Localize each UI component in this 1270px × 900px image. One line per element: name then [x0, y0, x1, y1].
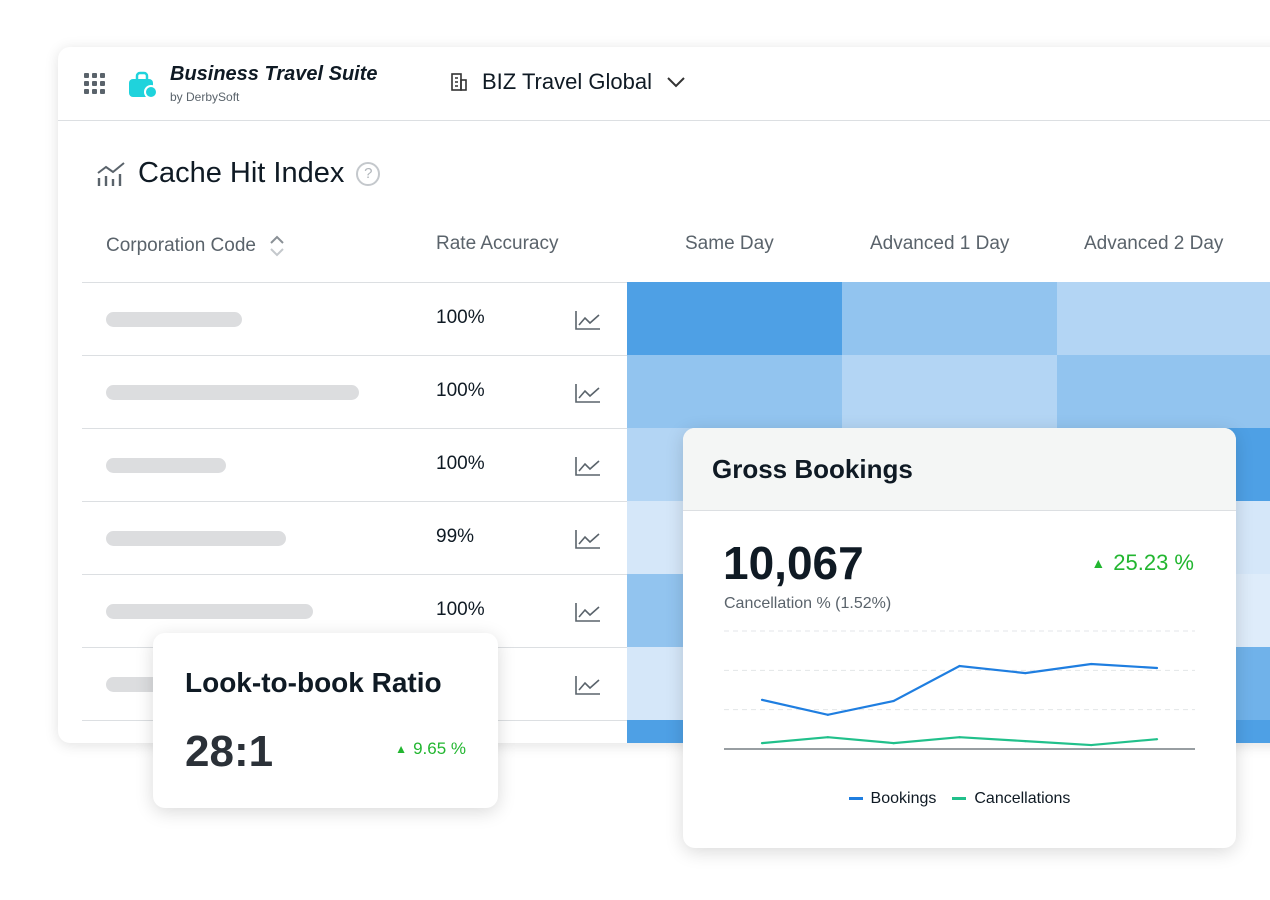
heatmap-cell[interactable]	[842, 282, 1057, 355]
rate-accuracy-value: 99%	[436, 526, 475, 547]
change-value: 9.65 %	[413, 739, 466, 758]
data-point	[1155, 666, 1159, 670]
legend-bookings: Bookings	[848, 790, 937, 808]
trend-chart-icon[interactable]	[574, 528, 602, 550]
data-point	[760, 742, 764, 745]
brand-byline: by DerbySoft	[170, 90, 240, 104]
sort-icon[interactable]	[268, 233, 286, 259]
briefcase-logo-icon	[129, 71, 158, 99]
ratio-change: ▲ 9.65 %	[395, 739, 466, 759]
trend-chart-icon[interactable]	[574, 455, 602, 477]
data-point	[958, 736, 961, 739]
redacted-corporation-code	[106, 604, 313, 619]
column-header-corporation-code[interactable]: Corporation Code	[106, 233, 286, 259]
column-header-same-day: Same Day	[685, 233, 774, 254]
data-point	[1024, 671, 1027, 675]
chevron-down-icon	[667, 77, 685, 88]
change-value: 25.23 %	[1113, 550, 1194, 575]
ratio-value: 28:1	[185, 727, 274, 776]
look-to-book-card: Look-to-book Ratio 28:1 ▲ 9.65 %	[153, 633, 498, 808]
chart-icon	[97, 161, 125, 186]
table-row[interactable]: 100%	[82, 282, 627, 355]
table-row[interactable]: 100%	[82, 574, 627, 647]
column-header-rate-accuracy: Rate Accuracy	[436, 233, 559, 254]
data-point	[1024, 740, 1027, 743]
header-label: Corporation Code	[106, 235, 256, 256]
redacted-corporation-code	[106, 531, 286, 546]
arrow-up-icon: ▲	[395, 742, 408, 756]
column-header-advanced-2-day: Advanced 2 Day	[1084, 233, 1224, 254]
chart-legend: Bookings Cancellations	[683, 790, 1236, 808]
table-row[interactable]: 100%	[82, 355, 627, 428]
trend-chart-icon[interactable]	[574, 382, 602, 404]
legend-label: Bookings	[870, 790, 937, 807]
rate-accuracy-value: 100%	[436, 307, 485, 328]
heatmap-cell[interactable]	[627, 282, 842, 355]
redacted-corporation-code	[106, 385, 359, 400]
legend-label: Cancellations	[974, 790, 1071, 807]
rate-accuracy-value: 100%	[436, 453, 485, 474]
table-row[interactable]: 100%	[82, 428, 627, 501]
brand-name: Business Travel Suite	[170, 63, 378, 85]
data-point	[826, 736, 829, 739]
redacted-corporation-code	[106, 312, 242, 327]
card-title: Look-to-book Ratio	[185, 667, 442, 698]
column-header-advanced-1-day: Advanced 1 Day	[870, 233, 1010, 254]
heatmap-cell[interactable]	[842, 355, 1057, 428]
section-title: Cache Hit Index	[138, 157, 345, 189]
bookings-value: 10,067	[723, 537, 864, 589]
org-name: BIZ Travel Global	[482, 69, 652, 94]
top-bar: Business Travel Suite by DerbySoft BIZ T…	[58, 47, 1270, 121]
legend-cancellations: Cancellations	[952, 790, 1070, 808]
bookings-change: ▲ 25.23 %	[1091, 550, 1194, 576]
data-point	[1155, 738, 1159, 741]
trend-chart-icon[interactable]	[574, 601, 602, 623]
card-title: Gross Bookings	[683, 428, 1236, 511]
series-line-bookings	[761, 662, 1158, 716]
data-point	[1090, 743, 1093, 747]
data-point	[892, 742, 895, 745]
data-point	[760, 698, 764, 701]
heatmap-cell[interactable]	[1057, 355, 1270, 428]
bookings-line-chart	[724, 630, 1195, 750]
help-icon[interactable]: ?	[356, 161, 381, 186]
table-row[interactable]: 99%	[82, 501, 627, 574]
building-icon	[451, 73, 467, 91]
app-grid-icon[interactable]	[84, 73, 106, 95]
cancellation-subtitle: Cancellation % (1.52%)	[724, 595, 892, 612]
rate-accuracy-value: 100%	[436, 599, 485, 620]
data-point	[826, 713, 829, 716]
trend-chart-icon[interactable]	[574, 674, 602, 696]
org-selector[interactable]: BIZ Travel Global	[450, 69, 686, 95]
trend-chart-icon[interactable]	[574, 309, 602, 331]
data-point	[892, 699, 895, 703]
gross-bookings-card: Gross Bookings 10,067 Cancellation % (1.…	[683, 428, 1236, 848]
data-point	[958, 664, 961, 668]
heatmap-cell[interactable]	[1057, 282, 1270, 355]
heatmap-cell[interactable]	[627, 355, 842, 428]
series-line-cancellations	[761, 736, 1158, 747]
redacted-corporation-code	[106, 458, 226, 473]
data-point	[1090, 662, 1093, 666]
arrow-up-icon: ▲	[1091, 555, 1106, 571]
rate-accuracy-value: 100%	[436, 380, 485, 401]
